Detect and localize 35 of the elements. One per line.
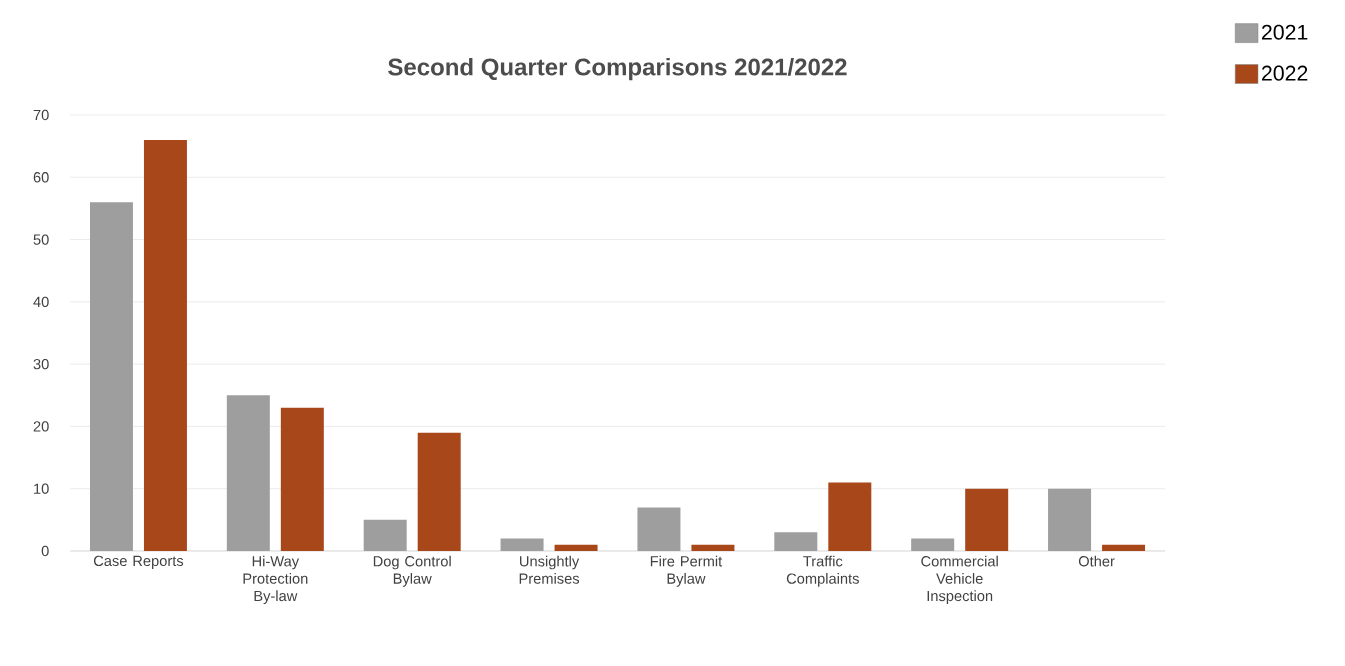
y-tick-label: 20 [33,421,49,432]
x-tick-label: Case Reports [93,555,184,569]
legend-label: 2021 [1261,24,1308,40]
x-tick-label: Other [1078,555,1115,567]
bar [1102,544,1146,551]
legend-label: 2022 [1261,65,1308,81]
y-tick-label: 70 [33,109,49,121]
bar [143,139,187,551]
bar [1048,488,1092,551]
bar [828,482,872,551]
y-tick-label: 10 [34,483,49,494]
y-tick-label: 0 [41,545,49,557]
x-tick-label: Hi-Way Protection By-law [243,555,308,605]
x-tick-label: Dog Control Bylaw [373,555,451,587]
bar [417,432,461,551]
bar [500,538,544,551]
bar [363,519,407,551]
bar [774,532,818,551]
x-tick-label: Commercial Vehicle Inspection [921,555,998,605]
y-tick-label: 40 [33,296,49,308]
bar [965,488,1009,551]
x-tick-label: Fire Permit Bylaw [650,555,723,587]
y-tick-label: 50 [33,234,49,245]
bar [637,507,681,551]
bar [89,202,133,551]
bar [280,407,324,551]
bar [911,538,955,551]
bar [554,544,598,551]
x-tick-label: Unsightly Premises [519,555,580,584]
chart-title: Second Quarter Comparisons 2021/2022 [388,57,847,81]
y-tick-label: 30 [33,358,49,370]
y-tick-label: 60 [33,172,49,183]
x-tick-label: Traffic Complaints [786,555,859,587]
bar [226,395,270,551]
bar [691,544,735,551]
